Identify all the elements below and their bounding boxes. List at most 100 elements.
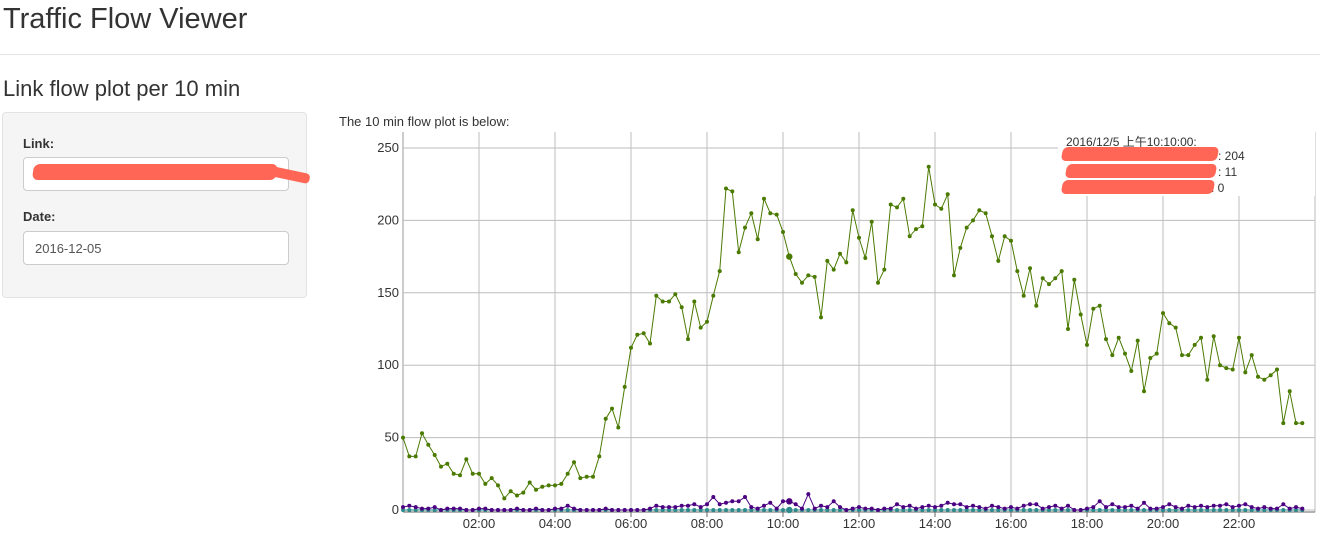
link-input[interactable] — [23, 157, 289, 191]
series-2-point-64 — [806, 492, 811, 497]
series-1-point-49 — [711, 293, 716, 298]
series-2-point-53 — [736, 499, 741, 504]
series-2-point-139 — [1281, 502, 1286, 507]
series-1-point-3 — [420, 431, 424, 436]
tooltip-row-2: : 11 — [1218, 165, 1238, 179]
series-1-point-135 — [1256, 374, 1260, 379]
plot-caption: The 10 min flow plot is below: — [339, 114, 510, 129]
x-tick-label-9: 20:00 — [1147, 516, 1180, 531]
series-2-point-106 — [1072, 508, 1077, 512]
series-1-point-75 — [876, 280, 880, 285]
series-2-point-91 — [977, 505, 982, 510]
series-2-point-97 — [1015, 506, 1020, 511]
series-3-point-121 — [1167, 508, 1172, 512]
series-1-point-48 — [705, 319, 709, 324]
series-1-point-85 — [939, 206, 944, 211]
series-3-point-139 — [1281, 508, 1286, 512]
series-1-point-63 — [800, 280, 804, 285]
x-tick-label-0: 02:00 — [463, 516, 496, 531]
series-1-point-80 — [907, 234, 912, 239]
series-3-point-117 — [1142, 508, 1146, 512]
series-2-point-74 — [869, 506, 874, 511]
series-2-point-16 — [502, 508, 507, 512]
series-2-point-26 — [565, 503, 570, 508]
series-3-point-79 — [901, 508, 906, 512]
series-3-point-100 — [1034, 508, 1039, 512]
series-3-point-83 — [926, 508, 931, 512]
series-2-point-113 — [1116, 505, 1121, 510]
series-2-point-44 — [679, 503, 684, 508]
series-1-point-14 — [489, 476, 494, 481]
series-2-point-105 — [1066, 503, 1070, 508]
date-label: Date: — [23, 209, 56, 224]
series-1-point-67 — [825, 258, 830, 263]
series-2-point-12 — [477, 506, 481, 511]
series-2-point-14 — [489, 508, 494, 512]
series-1-point-40 — [654, 293, 659, 298]
series-3-point-126 — [1199, 508, 1203, 512]
flow-chart[interactable]: 0 50 100 150 200 250 02:00 04:00 06:00 08:00 10:00… — [360, 128, 1320, 538]
series-2-point-126 — [1199, 503, 1203, 508]
series-1-point-74 — [869, 219, 874, 224]
series-1-point-41 — [660, 299, 665, 304]
series-2-point-27 — [572, 506, 576, 511]
date-input[interactable] — [23, 231, 289, 265]
series-1-point-91 — [977, 208, 982, 213]
series-2-point-2 — [413, 505, 418, 510]
x-tick-label-8: 18:00 — [1071, 516, 1104, 531]
series-1-point-61 — [786, 253, 793, 260]
series-2-point-82 — [920, 505, 925, 510]
series-2-point-15 — [496, 508, 500, 512]
series-1-point-120 — [1161, 311, 1165, 316]
series-3-point-64 — [806, 508, 811, 512]
series-3-point-49 — [711, 508, 716, 512]
series-3-point-60 — [781, 508, 785, 512]
series-2-point-6 — [439, 508, 443, 512]
series-3-point-102 — [1047, 508, 1051, 512]
series-1-point-92 — [983, 211, 988, 216]
series-3-point-129 — [1218, 508, 1222, 512]
series-1-point-99 — [1028, 266, 1032, 271]
series-2-point-13 — [483, 506, 488, 511]
series-2-point-60 — [781, 499, 785, 504]
series-1-point-100 — [1034, 303, 1039, 308]
series-1-point-20 — [527, 480, 532, 485]
series-2-point-100 — [1034, 502, 1039, 507]
series-3-point-42 — [667, 508, 671, 512]
series-1-point-5 — [432, 453, 437, 457]
series-1-point-1 — [407, 454, 412, 459]
series-2-point-25 — [559, 506, 564, 511]
series-3-point-114 — [1123, 508, 1127, 512]
series-1-point-58 — [768, 211, 773, 216]
series-3-point-115 — [1129, 508, 1134, 512]
series-1-point-73 — [863, 256, 868, 260]
series-3-point-87 — [952, 508, 956, 512]
series-1-point-108 — [1085, 342, 1089, 347]
series-3-point-132 — [1237, 508, 1241, 512]
series-1-point-18 — [515, 493, 519, 498]
series-2-point-20 — [527, 508, 532, 512]
series-1-point-112 — [1110, 353, 1115, 358]
series-2-point-137 — [1268, 506, 1273, 511]
series-3-point-40 — [654, 508, 659, 512]
series-2-point-104 — [1059, 506, 1064, 511]
series-1-point-60 — [781, 230, 785, 234]
series-1-point-114 — [1123, 351, 1127, 356]
series-2-point-18 — [515, 506, 519, 511]
series-1-point-95 — [1002, 234, 1007, 239]
series-1-point-76 — [882, 267, 887, 272]
series-2-point-29 — [584, 508, 589, 512]
series-3-point-127 — [1205, 508, 1210, 512]
series-1-point-88 — [958, 245, 963, 250]
series-2-point-8 — [451, 506, 456, 511]
series-1-point-0 — [401, 435, 405, 440]
series-1-point-79 — [901, 196, 906, 201]
series-2-point-85 — [939, 503, 944, 508]
series-1-point-123 — [1180, 353, 1184, 358]
series-2-point-81 — [914, 506, 918, 511]
series-1-point-55 — [749, 211, 754, 216]
series-1-point-57 — [762, 196, 766, 201]
series-1-point-72 — [857, 235, 861, 240]
series-3-point-93 — [990, 508, 994, 512]
series-2-point-70 — [844, 508, 849, 512]
